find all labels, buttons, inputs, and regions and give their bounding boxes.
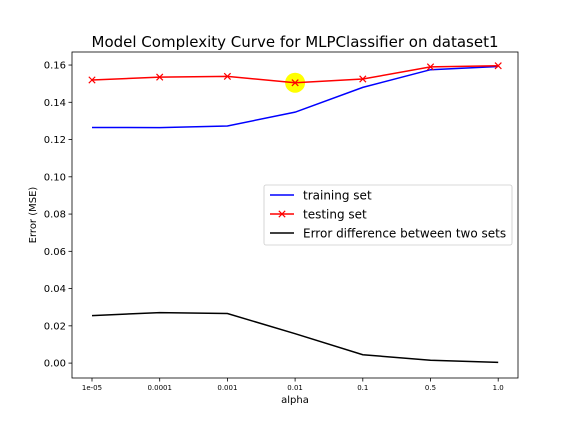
series-2-point	[426, 63, 435, 71]
legend-label-3: Error difference between two sets	[303, 227, 506, 241]
x-tick-label: 0.5	[425, 384, 436, 392]
legend-label-2: testing set	[303, 208, 367, 222]
y-tick-label: 0.00	[44, 359, 66, 370]
series-2-point	[156, 73, 164, 81]
x-tick-label: 0.01	[287, 384, 303, 392]
x-axis-label: alpha	[281, 395, 309, 406]
x-tick-label: 0.1	[357, 384, 368, 392]
x-tick-label: 0.001	[217, 384, 237, 392]
chart-title: Model Complexity Curve for MLPClassifier…	[92, 33, 499, 51]
series-line-1	[91, 65, 499, 129]
legend-box	[263, 184, 513, 246]
y-tick-label: 0.02	[44, 321, 66, 332]
y-tick-label: 0.04	[44, 284, 66, 295]
series-2-point	[494, 62, 502, 70]
legend-label-1: training set	[303, 189, 372, 203]
series-2-point	[359, 75, 367, 83]
x-tick-label: 0.0001	[147, 384, 172, 392]
y-axis-label: Error (MSE)	[28, 187, 39, 244]
y-tick-label: 0.08	[44, 210, 66, 221]
y-tick-label: 0.12	[44, 135, 66, 146]
y-tick-label: 0.06	[44, 247, 66, 258]
axes: 0.00 0.02 0.04 0.06 0.08 0.10 0.12 0.14 0.16 1e-0…	[44, 51, 519, 392]
legend: training set testing set Error difference …	[263, 184, 513, 246]
y-tick-label: 0.10	[44, 172, 66, 183]
legend-marker-2	[278, 210, 286, 218]
series-2-point	[291, 79, 299, 87]
x-tick-label: 1.0	[493, 384, 504, 392]
series-2-point	[223, 72, 232, 81]
x-tick-label: 1e-05	[82, 384, 102, 392]
y-tick-label: 0.14	[44, 98, 66, 109]
y-tick-label: 0.16	[44, 61, 66, 72]
series-line-3	[91, 311, 499, 364]
series-2-point	[88, 76, 96, 84]
plot-area	[88, 62, 502, 364]
